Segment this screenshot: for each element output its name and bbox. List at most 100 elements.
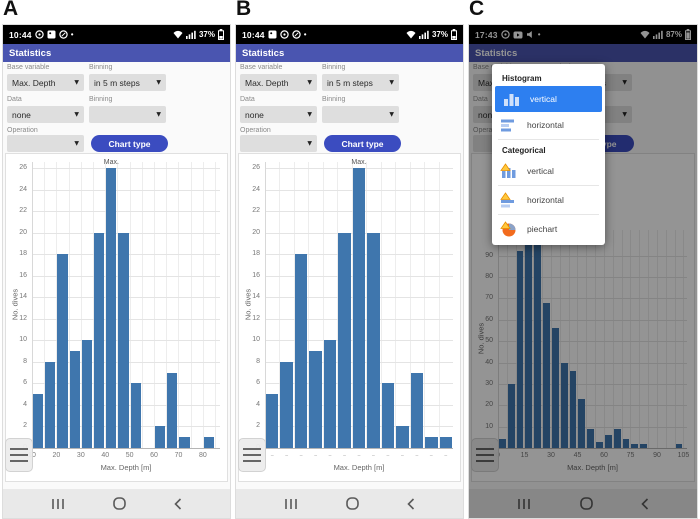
chevron-down-icon: ▼ xyxy=(389,79,394,86)
hamburger-icon xyxy=(10,448,28,450)
bar xyxy=(33,394,44,448)
y-axis-line xyxy=(32,162,33,448)
bar xyxy=(596,441,603,448)
y-tick-label: 18 xyxy=(252,250,260,258)
app-header: Statistics xyxy=(469,44,697,62)
battery-icon xyxy=(685,29,691,40)
binning2-dropdown[interactable]: ▼ xyxy=(89,106,166,123)
gridline-horizontal xyxy=(498,362,687,364)
binning-dropdown[interactable]: in 5 m steps ▼ xyxy=(322,74,399,91)
bar xyxy=(81,340,93,448)
gridline-horizontal xyxy=(32,189,220,191)
bar xyxy=(309,351,322,448)
gridline-vertical xyxy=(351,162,353,448)
form: Base variable Binning Max. Depth ▼ in 5 … xyxy=(236,62,463,153)
gridline-vertical xyxy=(202,162,204,448)
gridline-vertical xyxy=(178,162,180,448)
x-tick-label: 70 xyxy=(174,452,183,459)
bar xyxy=(130,383,141,448)
y-tick-label: 30 xyxy=(485,379,493,387)
gridline-vertical xyxy=(105,162,107,448)
gridline-horizontal xyxy=(498,298,687,300)
bar xyxy=(525,234,533,448)
x-tick-label: 75 xyxy=(626,452,635,459)
x-axis-title: Max. Depth [m] xyxy=(100,463,152,472)
gridline-vertical xyxy=(337,162,339,448)
popup-item-label: piechart xyxy=(527,224,558,234)
binning-dropdown[interactable]: in 5 m steps ▼ xyxy=(89,74,166,91)
base-variable-dropdown[interactable]: Max. Depth ▼ xyxy=(240,74,317,91)
divider xyxy=(498,214,599,215)
menu-button[interactable] xyxy=(238,438,266,472)
home-button[interactable] xyxy=(346,497,359,510)
popup-item-categorical-horizontal[interactable]: horizontal xyxy=(492,187,605,213)
data-label: Data xyxy=(473,96,488,103)
battery-percent: 37% xyxy=(198,30,215,39)
y-tick-label: 16 xyxy=(252,271,260,279)
bar xyxy=(587,428,595,448)
hamburger-icon xyxy=(243,448,261,450)
panel-c-label: C xyxy=(469,0,485,20)
binning-label: Binning xyxy=(322,64,346,71)
operation-label: Operation xyxy=(240,127,271,134)
y-tick-label: 26 xyxy=(19,164,27,172)
app-title: Statistics xyxy=(9,47,52,59)
battery-icon xyxy=(451,29,457,40)
y-axis-title: No. dives xyxy=(10,288,20,321)
menu-button[interactable] xyxy=(5,438,33,472)
x-tick-dash: – xyxy=(400,453,404,459)
gridline-vertical xyxy=(141,162,143,448)
statusbar-time: 10:44 xyxy=(9,29,32,40)
bar xyxy=(396,426,409,448)
recents-button[interactable] xyxy=(284,498,298,510)
popup-section-categorical: Categorical xyxy=(502,146,546,155)
gridline-vertical xyxy=(68,162,70,448)
home-button[interactable] xyxy=(579,497,593,510)
recents-button[interactable] xyxy=(51,498,65,510)
gridline-horizontal xyxy=(498,383,687,385)
base-variable-dropdown[interactable]: Max. Depth ▼ xyxy=(7,74,84,91)
recents-button[interactable] xyxy=(517,498,531,510)
bar xyxy=(439,437,452,448)
bar xyxy=(106,168,117,448)
operation-label: Operation xyxy=(473,127,504,134)
chevron-down-icon: ▼ xyxy=(156,111,161,118)
back-button[interactable] xyxy=(407,497,415,510)
data-dropdown[interactable]: none ▼ xyxy=(240,106,317,123)
gridline-horizontal xyxy=(498,405,687,407)
chart-type-button[interactable]: Chart type xyxy=(91,135,168,152)
back-button[interactable] xyxy=(174,497,182,510)
x-tick-dash: – xyxy=(314,453,317,459)
home-button[interactable] xyxy=(113,497,126,510)
bar xyxy=(640,443,648,448)
x-tick-label: 60 xyxy=(150,452,158,459)
gridline-vertical xyxy=(190,162,192,448)
phone-a: 10:44 • 37% Statistics Base variable Bin… xyxy=(2,24,231,519)
back-icon xyxy=(407,497,415,510)
menu-button[interactable] xyxy=(471,438,499,472)
bar xyxy=(604,435,612,448)
popup-item-categorical-vertical[interactable]: vertical xyxy=(492,158,605,184)
back-icon xyxy=(641,497,649,510)
back-button[interactable] xyxy=(641,497,649,510)
y-tick-label: 40 xyxy=(485,358,493,366)
chevron-down-icon: ▼ xyxy=(622,79,627,86)
popup-item-histogram-horizontal[interactable]: horizontal xyxy=(492,112,605,138)
chevron-down-icon: ▼ xyxy=(307,140,312,147)
signal-icon xyxy=(185,30,196,39)
operation-dropdown[interactable]: ▼ xyxy=(240,135,317,152)
operation-dropdown[interactable]: ▼ xyxy=(7,135,84,152)
y-tick-label: 70 xyxy=(485,294,493,302)
popup-item-histogram-vertical[interactable]: vertical xyxy=(495,86,602,112)
categorical-horizontal-icon xyxy=(500,192,520,208)
categorical-vertical-icon xyxy=(500,163,520,179)
y-tick-label: 4 xyxy=(256,400,260,408)
app-title: Statistics xyxy=(475,47,518,59)
binning2-dropdown[interactable]: ▼ xyxy=(322,106,399,123)
gridline-vertical xyxy=(550,230,552,448)
chart-type-button[interactable]: Chart type xyxy=(324,135,401,152)
data-dropdown[interactable]: none ▼ xyxy=(7,106,84,123)
popup-item-piechart[interactable]: piechart xyxy=(492,216,605,242)
panel-a: A 10:44 • 37% Statistics Bas xyxy=(0,0,233,519)
chevron-down-icon: ▼ xyxy=(389,111,394,118)
